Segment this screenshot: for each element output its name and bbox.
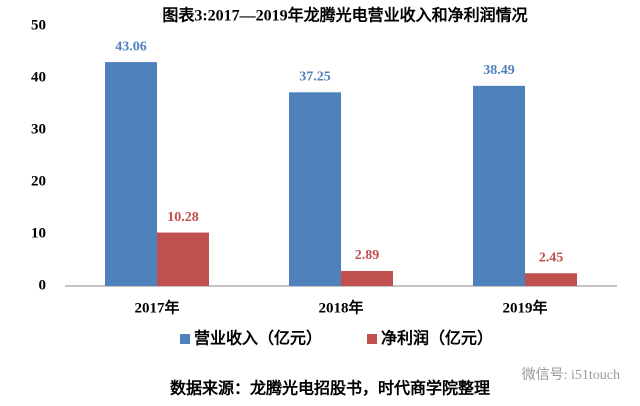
y-tick-label: 10 (31, 225, 46, 241)
y-tick-label: 50 (31, 17, 46, 33)
legend-label: 营业收入（亿元） (194, 329, 322, 348)
legend-label: 净利润（亿元） (381, 329, 493, 348)
bar (341, 270, 393, 286)
y-tick-label: 20 (31, 173, 46, 189)
y-tick-label: 40 (31, 69, 46, 85)
value-label: 38.49 (483, 63, 515, 78)
watermark: 微信号: i51touch (522, 367, 620, 383)
bar (105, 62, 157, 287)
bar (157, 232, 209, 286)
legend-swatch (367, 334, 377, 344)
value-label: 2.89 (355, 248, 380, 263)
legend-swatch (180, 334, 190, 344)
bar (289, 92, 341, 286)
value-label: 37.25 (299, 70, 331, 85)
value-label: 10.28 (167, 210, 199, 225)
bar (473, 85, 525, 287)
x-tick-label: 2017年 (134, 298, 179, 316)
value-label: 2.45 (539, 250, 564, 265)
x-tick-label: 2019年 (502, 298, 547, 316)
y-tick-label: 30 (31, 121, 46, 137)
source-note: 数据来源：龙腾光电招股书，时代商学院整理 (170, 379, 490, 398)
y-tick-label: 0 (39, 277, 47, 293)
value-label: 43.06 (115, 39, 147, 54)
x-tick-label: 2018年 (318, 298, 363, 316)
chart-title: 图表3:2017—2019年龙腾光电营业收入和净利润情况 (162, 6, 527, 25)
bar (525, 273, 577, 286)
